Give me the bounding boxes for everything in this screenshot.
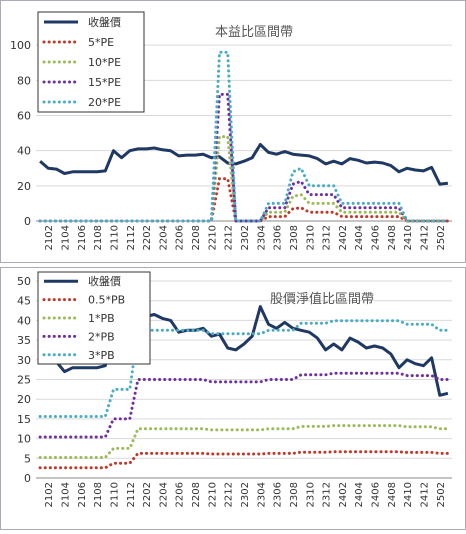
x-tick-label: 2108 bbox=[93, 225, 104, 250]
x-tick-label: 2102 bbox=[44, 225, 55, 250]
x-tick-label: 2402 bbox=[338, 225, 349, 250]
x-tick-label: 2106 bbox=[77, 482, 88, 507]
annotation: 本益比區間帶 bbox=[215, 25, 293, 40]
x-tick-label: 2208 bbox=[191, 225, 202, 250]
x-tick-label: 2204 bbox=[158, 225, 169, 250]
x-tick-label: 2208 bbox=[191, 482, 202, 507]
x-tick-label: 2304 bbox=[256, 482, 267, 507]
x-tick-label: 2410 bbox=[403, 225, 414, 250]
x-tick-label: 2308 bbox=[289, 482, 300, 507]
x-tick-label: 2110 bbox=[109, 225, 120, 250]
x-tick-label: 2304 bbox=[256, 225, 267, 250]
x-tick-label: 2310 bbox=[305, 225, 316, 250]
x-tick-label: 2202 bbox=[142, 225, 153, 250]
x-tick-label: 2404 bbox=[354, 482, 365, 507]
series-line bbox=[38, 92, 450, 223]
x-tick-label: 2202 bbox=[142, 482, 153, 507]
y-tick-label: 25 bbox=[17, 374, 31, 387]
x-tick-label: 2204 bbox=[158, 482, 169, 507]
y-tick-label: 0 bbox=[24, 215, 31, 228]
x-tick-label: 2206 bbox=[175, 225, 186, 250]
x-tick-label: 2210 bbox=[207, 482, 218, 507]
x-tick-label: 2502 bbox=[436, 225, 447, 250]
x-tick-label: 2104 bbox=[61, 482, 72, 507]
y-tick-label: 30 bbox=[17, 354, 31, 367]
y-tick-label: 10 bbox=[17, 433, 31, 446]
y-tick-label: 100 bbox=[10, 39, 31, 52]
series-line bbox=[39, 143, 449, 186]
legend-label: 20*PE bbox=[88, 96, 121, 109]
y-tick-label: 15 bbox=[17, 413, 31, 426]
x-tick-label: 2406 bbox=[371, 482, 382, 507]
legend-label: 15*PE bbox=[88, 76, 121, 89]
y-tick-label: 5 bbox=[24, 452, 31, 465]
y-tick-label: 40 bbox=[17, 314, 31, 327]
series-line bbox=[38, 424, 450, 459]
legend-label: 2*PB bbox=[88, 330, 115, 343]
x-tick-label: 2112 bbox=[126, 482, 137, 507]
x-tick-label: 2402 bbox=[338, 482, 349, 507]
x-tick-label: 2502 bbox=[436, 482, 447, 507]
x-tick-label: 2206 bbox=[175, 482, 186, 507]
x-tick-label: 2408 bbox=[387, 225, 398, 250]
x-tick-label: 2302 bbox=[240, 225, 251, 250]
legend-label: 0.5*PB bbox=[88, 294, 125, 307]
legend-label: 5*PE bbox=[88, 36, 114, 49]
x-tick-label: 2112 bbox=[126, 225, 137, 250]
legend-box bbox=[37, 271, 151, 365]
legend-label: 1*PB bbox=[88, 312, 115, 325]
x-tick-label: 2308 bbox=[289, 225, 300, 250]
x-tick-label: 2408 bbox=[387, 482, 398, 507]
y-tick-label: 80 bbox=[17, 74, 31, 87]
legend-label: 10*PE bbox=[88, 56, 121, 69]
y-tick-label: 20 bbox=[17, 180, 31, 193]
x-tick-label: 2312 bbox=[322, 225, 333, 250]
y-tick-label: 45 bbox=[17, 295, 31, 308]
series-line bbox=[38, 50, 450, 223]
x-tick-label: 2306 bbox=[273, 225, 284, 250]
series-line bbox=[38, 319, 450, 418]
series-line bbox=[38, 371, 450, 439]
x-tick-label: 2212 bbox=[224, 225, 235, 250]
y-tick-label: 20 bbox=[17, 393, 31, 406]
series-line bbox=[38, 450, 450, 470]
x-tick-label: 2310 bbox=[305, 482, 316, 507]
y-tick-label: 60 bbox=[17, 110, 31, 123]
annotation: 股價淨值比區間帶 bbox=[270, 291, 374, 307]
x-tick-label: 2312 bbox=[322, 482, 333, 507]
x-tick-label: 2210 bbox=[207, 225, 218, 250]
x-tick-label: 2110 bbox=[109, 482, 120, 507]
y-tick-label: 35 bbox=[17, 334, 31, 347]
x-tick-label: 2404 bbox=[354, 225, 365, 250]
x-tick-label: 2106 bbox=[77, 225, 88, 250]
x-tick-label: 2108 bbox=[93, 482, 104, 507]
legend-label: 3*PB bbox=[88, 349, 115, 362]
x-tick-label: 2412 bbox=[419, 225, 430, 250]
x-tick-label: 2102 bbox=[44, 482, 55, 507]
y-tick-label: 0 bbox=[24, 472, 31, 485]
x-tick-label: 2306 bbox=[273, 482, 284, 507]
x-tick-label: 2212 bbox=[224, 482, 235, 507]
x-tick-label: 2406 bbox=[371, 225, 382, 250]
x-tick-label: 2104 bbox=[61, 225, 72, 250]
y-tick-label: 40 bbox=[17, 145, 31, 158]
legend-label: 收盤價 bbox=[88, 15, 121, 29]
x-tick-label: 2410 bbox=[403, 482, 414, 507]
legend-label: 收盤價 bbox=[88, 274, 121, 288]
x-tick-label: 2412 bbox=[419, 482, 430, 507]
y-tick-label: 50 bbox=[17, 275, 31, 288]
x-tick-label: 2302 bbox=[240, 482, 251, 507]
